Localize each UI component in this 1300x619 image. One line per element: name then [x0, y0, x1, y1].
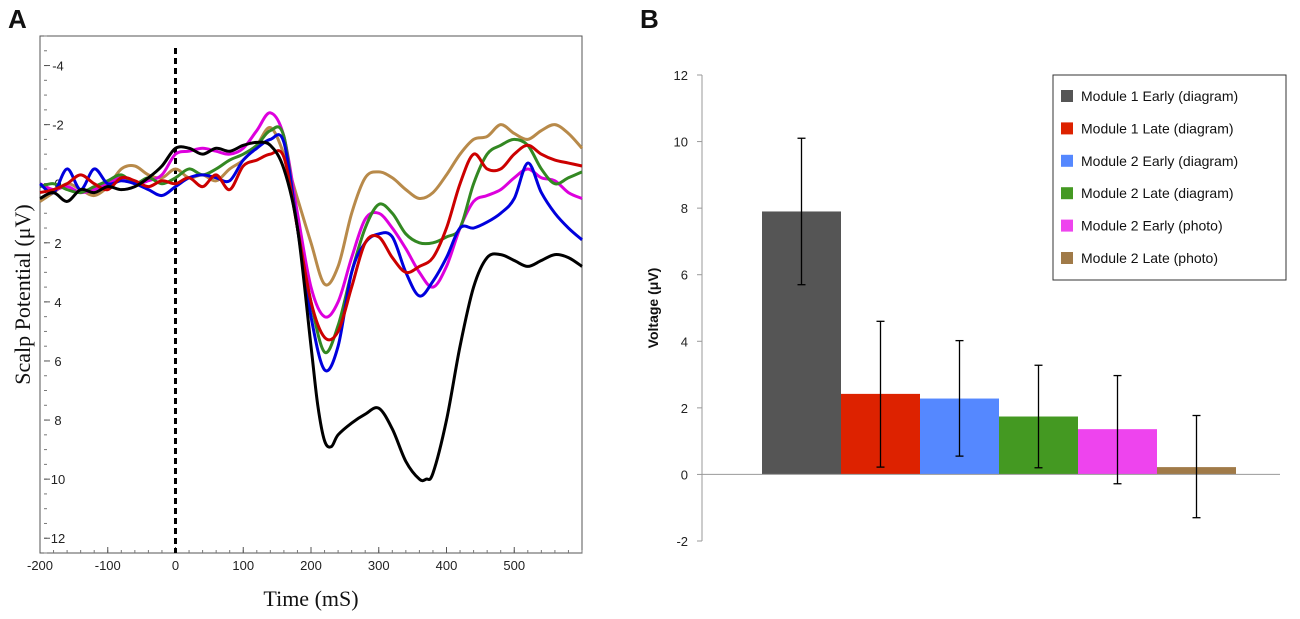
legend-label: Module 1 Early (diagram) — [1081, 88, 1238, 104]
y-tick-label: -2 — [52, 118, 64, 133]
y-tick-label: 2 — [54, 236, 61, 251]
y-tick-label: 12 — [51, 531, 65, 546]
legend-swatch — [1061, 90, 1073, 102]
legend-box — [1052, 74, 1287, 281]
x-tick-label: 400 — [436, 558, 458, 573]
y-tick-label: 4 — [54, 295, 61, 310]
y-tick-label: -4 — [52, 59, 64, 74]
y-tick-label: 12 — [674, 68, 688, 83]
chart-b-voltage-bars: -2 0 2 4 6 8 10 12 Voltage (μV) Module 1 Early (d… — [645, 68, 1287, 549]
y-tick-label: 0 — [681, 467, 688, 482]
legend-label: Module 2 Early (diagram) — [1081, 153, 1238, 169]
y-tick-label: 8 — [681, 201, 688, 216]
x-tick-label: -100 — [95, 558, 121, 573]
legend-label: Module 1 Late (diagram) — [1081, 120, 1234, 136]
legend-swatch — [1061, 122, 1073, 135]
legend-label: Module 2 Early (photo) — [1081, 218, 1223, 234]
legend-swatch — [1061, 252, 1073, 264]
error-bar-4 — [1034, 364, 1043, 469]
series-line-module-1-late-diagram — [39, 143, 583, 342]
legend: Module 1 Early (diagram) Module 1 Late (d… — [1052, 74, 1287, 281]
x-tick-label: 100 — [232, 558, 254, 573]
series-line-module-1-early-diagram — [39, 140, 583, 483]
x-tick-label: 500 — [503, 558, 525, 573]
y-tick-label: -2 — [676, 534, 688, 549]
y-tick-label: 6 — [54, 354, 61, 369]
legend-swatch — [1061, 154, 1073, 167]
y-tick-label: 10 — [51, 472, 65, 487]
error-bar-2 — [876, 320, 885, 468]
legend-swatch — [1061, 187, 1073, 200]
panel-b-label: B — [640, 4, 659, 34]
panel-a-label: A — [8, 4, 27, 34]
series-line-module-2-late-photo — [39, 123, 584, 287]
error-bar-6 — [1192, 414, 1201, 519]
x-tick-label: 200 — [300, 558, 322, 573]
y-tick-label: 4 — [681, 334, 688, 349]
plot-frame — [39, 35, 583, 554]
y-tick-label: 2 — [681, 401, 688, 416]
y-tick-label: 6 — [681, 268, 688, 283]
legend-swatch — [1061, 219, 1073, 232]
legend-label: Module 2 Late (diagram) — [1081, 185, 1234, 201]
x-axis-title: Time (mS) — [263, 586, 358, 611]
x-tick-label: 0 — [172, 558, 179, 573]
x-tick-label: 300 — [368, 558, 390, 573]
error-bar-5 — [1113, 374, 1122, 485]
x-tick-label: -200 — [27, 558, 53, 573]
y-tick-label: 8 — [54, 413, 61, 428]
chart-a-erp-waveforms: -200 -100 0 100 200 300 400 500-4-2024681012Tim… — [10, 35, 584, 611]
y-axis-title: Scalp Potential (μV) — [10, 204, 35, 384]
y-axis-title: Voltage (μV) — [645, 268, 661, 349]
error-bar-3 — [955, 339, 964, 457]
error-bar-1 — [797, 137, 806, 286]
series-line-module-2-early-diagram — [39, 133, 583, 373]
y-tick-label: 10 — [674, 135, 688, 150]
legend-label: Module 2 Late (photo) — [1081, 250, 1218, 266]
